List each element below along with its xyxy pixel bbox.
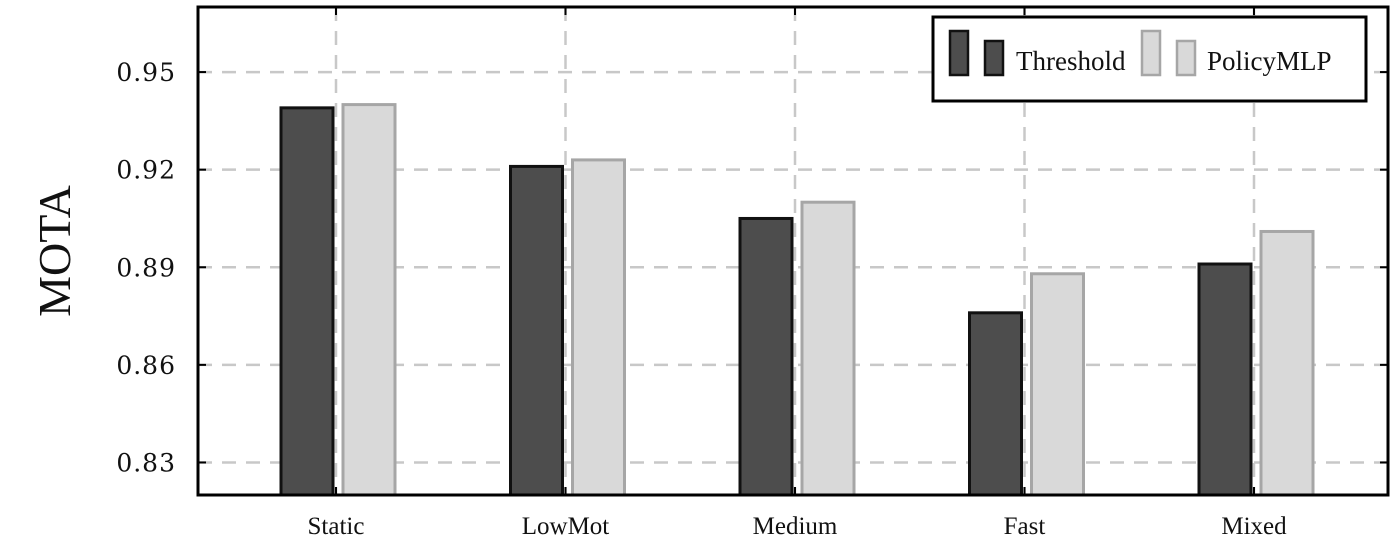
legend-swatch-policymlp-a: [1140, 29, 1162, 77]
legend-label-policymlp: PolicyMLP: [1207, 46, 1332, 76]
bar-threshold-medium: [738, 216, 794, 497]
bar-policymlp-medium: [800, 200, 856, 497]
x-tick-label: Mixed: [1221, 513, 1287, 540]
x-tick-label: Fast: [1004, 513, 1046, 540]
y-tick-label: 0.83: [116, 448, 176, 477]
x-tick-label: Static: [308, 513, 365, 540]
bar-threshold-lowmot: [509, 164, 564, 497]
bar-policymlp-static: [341, 103, 397, 497]
legend-swatch-policymlp-b: [1175, 39, 1197, 77]
y-axis-ticks: 0.83 0.86 0.89 0.92 0.95: [116, 58, 1388, 477]
bar-policymlp-fast: [1030, 272, 1085, 497]
y-tick-label: 0.95: [116, 58, 176, 87]
y-tick-label: 0.89: [116, 253, 176, 282]
y-tick-label: 0.86: [116, 351, 176, 380]
bar-policymlp-lowmot: [571, 158, 626, 497]
bar-threshold-fast: [968, 311, 1023, 497]
legend-swatch-threshold-a: [948, 29, 970, 77]
y-tick-label: 0.92: [116, 156, 176, 185]
y-axis-label: MOTA: [29, 185, 80, 317]
plot-frame: [196, 5, 1390, 497]
bar-policymlp-mixed: [1259, 229, 1315, 497]
legend: Threshold PolicyMLP: [931, 15, 1368, 103]
x-axis-ticks: Static LowMot Medium Fast Mixed: [308, 7, 1287, 540]
x-tick-label: LowMot: [522, 513, 610, 540]
legend-swatch-threshold-b: [983, 39, 1005, 77]
bars: [279, 103, 1315, 497]
legend-label-threshold: Threshold: [1016, 46, 1126, 76]
bar-threshold-static: [279, 106, 335, 497]
bar-threshold-mixed: [1197, 262, 1253, 497]
x-tick-label: Medium: [753, 513, 838, 540]
